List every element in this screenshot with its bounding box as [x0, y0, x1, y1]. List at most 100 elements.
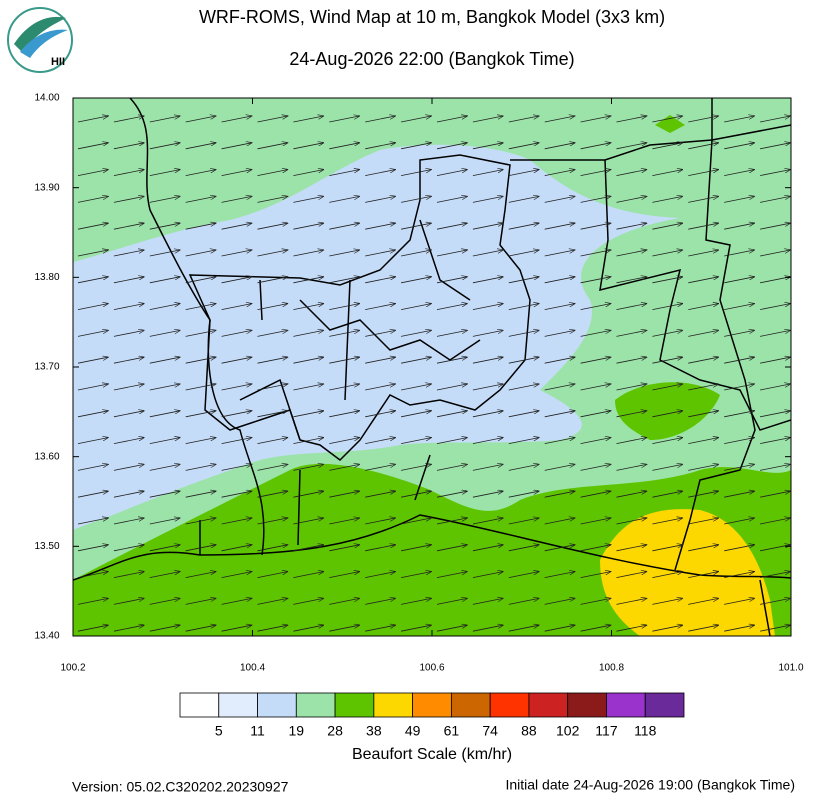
- wind-arrow: [293, 625, 323, 632]
- wind-arrow: [365, 330, 395, 337]
- wind-arrow: [185, 518, 216, 525]
- wind-arrow: [688, 491, 718, 498]
- legend-label: 49: [405, 723, 421, 739]
- wind-arrow: [293, 491, 323, 498]
- wind-arrow: [436, 116, 467, 123]
- wind-arrow: [508, 116, 539, 123]
- y-tick-label: 13.80: [34, 272, 59, 283]
- wind-arrow: [724, 223, 754, 230]
- wind-arrow: [221, 196, 252, 203]
- legend-swatch: [334, 692, 375, 718]
- wind-arrow: [113, 304, 144, 310]
- wind-arrow: [257, 277, 288, 284]
- x-tick-label: 100.2: [60, 663, 85, 674]
- wind-arrow: [544, 304, 575, 310]
- wind-arrow: [329, 518, 359, 525]
- version: Version: 05.02.C320202.20230927: [72, 779, 289, 795]
- wind-arrow: [508, 357, 539, 364]
- y-tick-label: 13.70: [34, 362, 59, 373]
- wind-arrow: [365, 143, 395, 150]
- wind-arrow: [688, 304, 718, 310]
- wind-arrow: [329, 598, 359, 605]
- wind-arrow: [544, 250, 575, 257]
- wind-arrow: [436, 598, 467, 605]
- wind-arrow: [652, 223, 682, 230]
- wind-arrow: [760, 384, 790, 391]
- wind-arrow: [760, 464, 790, 471]
- wind-arrow: [616, 143, 647, 150]
- wind-arrow: [329, 572, 359, 578]
- wind-arrow: [257, 196, 288, 203]
- wind-arrow: [401, 143, 431, 150]
- wind-arrow: [149, 196, 180, 203]
- y-tick-label: 13.50: [34, 541, 59, 552]
- wind-arrow: [365, 518, 395, 525]
- wind-arrow: [652, 116, 682, 123]
- wind-arrow: [185, 491, 216, 498]
- wind-arrow: [652, 464, 682, 471]
- wind-arrow: [652, 277, 682, 284]
- wind-arrow: [401, 277, 431, 284]
- wind-arrow: [221, 223, 252, 230]
- wind-arrow: [580, 598, 611, 605]
- wind-arrow: [688, 330, 718, 337]
- wind-arrow: [688, 250, 718, 257]
- wind-arrow: [329, 545, 359, 552]
- wind-arrow: [508, 223, 539, 230]
- wind-arrow: [544, 143, 575, 150]
- wind-arrow: [544, 223, 575, 230]
- wind-arrow: [472, 143, 503, 150]
- wind-arrow: [580, 277, 611, 284]
- wind-arrow: [724, 572, 754, 578]
- wind-arrow: [365, 491, 395, 498]
- wind-arrow: [544, 170, 575, 176]
- wind-arrow: [688, 545, 718, 552]
- wind-arrow: [185, 625, 216, 632]
- wind-arrow: [293, 196, 323, 203]
- wind-arrow: [77, 572, 108, 578]
- wind-arrow: [365, 572, 395, 578]
- wind-arrow: [113, 277, 144, 284]
- wind-arrow: [185, 277, 216, 284]
- wind-arrow: [329, 491, 359, 498]
- wind-arrow: [436, 277, 467, 284]
- wind-arrow: [436, 170, 467, 176]
- wind-arrow: [508, 170, 539, 176]
- wind-arrow: [652, 518, 682, 525]
- wind-arrow: [77, 438, 108, 444]
- wind-arrow: [760, 304, 790, 310]
- wind-arrow: [293, 170, 323, 176]
- y-tick-label: 13.90: [34, 182, 59, 193]
- wind-arrow: [544, 464, 575, 471]
- wind-arrow: [329, 170, 359, 176]
- wind-arrow: [544, 357, 575, 364]
- wind-arrow: [508, 411, 539, 418]
- wind-arrow: [293, 572, 323, 578]
- wind-arrow: [113, 196, 144, 203]
- wind-arrow: [257, 545, 288, 552]
- wind-arrow: [580, 572, 611, 578]
- wind-arrow: [113, 438, 144, 444]
- wind-arrow: [113, 411, 144, 418]
- wind-arrow: [77, 304, 108, 310]
- wind-arrow: [616, 384, 647, 391]
- wind-arrow: [436, 223, 467, 230]
- wind-arrow: [724, 464, 754, 471]
- wind-arrow: [688, 384, 718, 391]
- wind-arrow: [185, 411, 216, 418]
- wind-arrow: [436, 438, 467, 444]
- wind-arrow: [113, 572, 144, 578]
- wind-arrow: [472, 196, 503, 203]
- wind-arrow: [293, 598, 323, 605]
- wind-arrow: [472, 464, 503, 471]
- wind-arrow: [149, 411, 180, 418]
- wind-arrow: [149, 384, 180, 391]
- wind-arrow: [185, 143, 216, 150]
- wind-arrow: [724, 170, 754, 176]
- wind-arrow: [436, 491, 467, 498]
- wind-arrow: [113, 116, 144, 123]
- wind-arrow: [293, 277, 323, 284]
- wind-arrow: [544, 598, 575, 605]
- legend-swatch: [528, 692, 569, 718]
- wind-arrow: [472, 304, 503, 310]
